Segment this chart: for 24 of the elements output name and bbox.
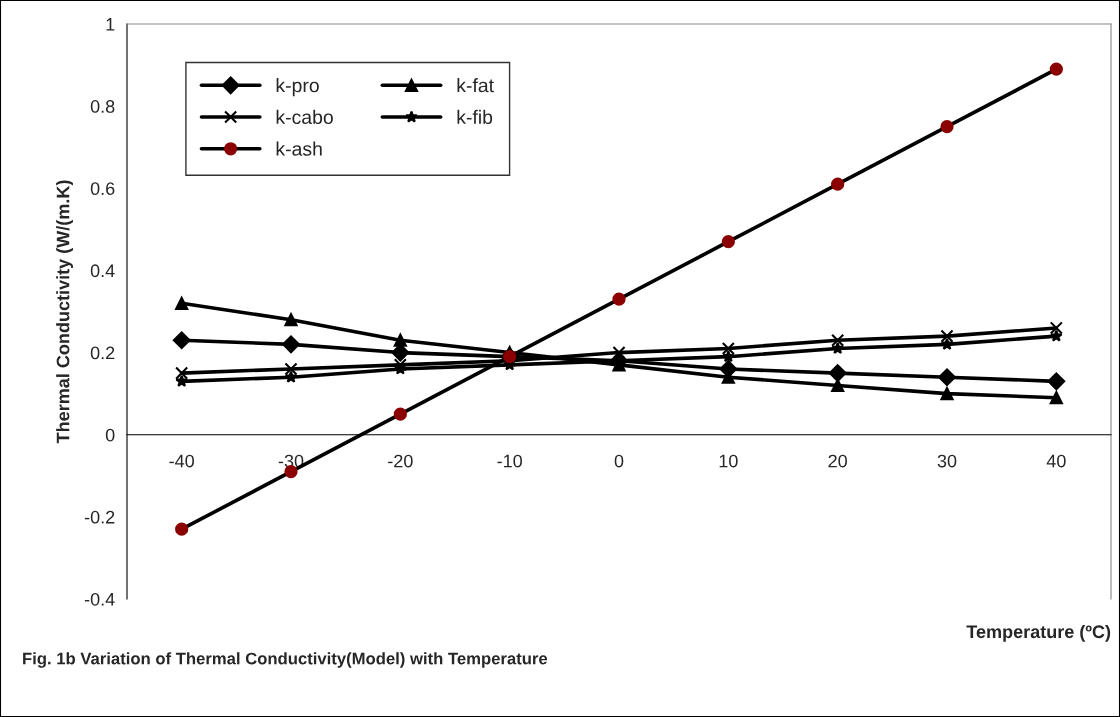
y-tick-label: 0 — [105, 428, 115, 442]
y-axis-title: Thermal Conductivity (W/(m.K) — [56, 180, 73, 444]
legend-label: k-fat — [457, 78, 494, 93]
y-tick-label: 0.8 — [90, 100, 115, 113]
y-tick-label: -0.4 — [84, 592, 115, 606]
x-tick-label: -20 — [388, 454, 413, 468]
x-tick-label: 20 — [828, 454, 847, 468]
y-tick-label: 0.4 — [90, 264, 115, 278]
x-tick-label: -40 — [169, 454, 195, 468]
y-tick-label: 0.2 — [90, 346, 115, 360]
y-tick-label: -0.2 — [84, 510, 115, 524]
x-tick-label: -10 — [497, 454, 523, 468]
x-tick-label: 0 — [614, 454, 624, 468]
x-tick-label: 10 — [719, 454, 738, 468]
legend-label: k-ash — [276, 141, 322, 156]
x-tick-label: 40 — [1046, 454, 1066, 468]
x-axis-title: Temperature (ºC) — [966, 624, 1111, 642]
y-tick-label: 1 — [106, 18, 115, 31]
legend-label: k-pro — [276, 78, 319, 97]
legend-label: k-fib — [457, 109, 493, 125]
caption: Fig. 1b Variation of Thermal Conductivity(Model) with Temperature — [23, 652, 548, 668]
y-tick-label: 0.6 — [90, 182, 115, 196]
legend-label: k-cabo — [276, 109, 333, 125]
x-tick-label: 30 — [937, 454, 957, 468]
